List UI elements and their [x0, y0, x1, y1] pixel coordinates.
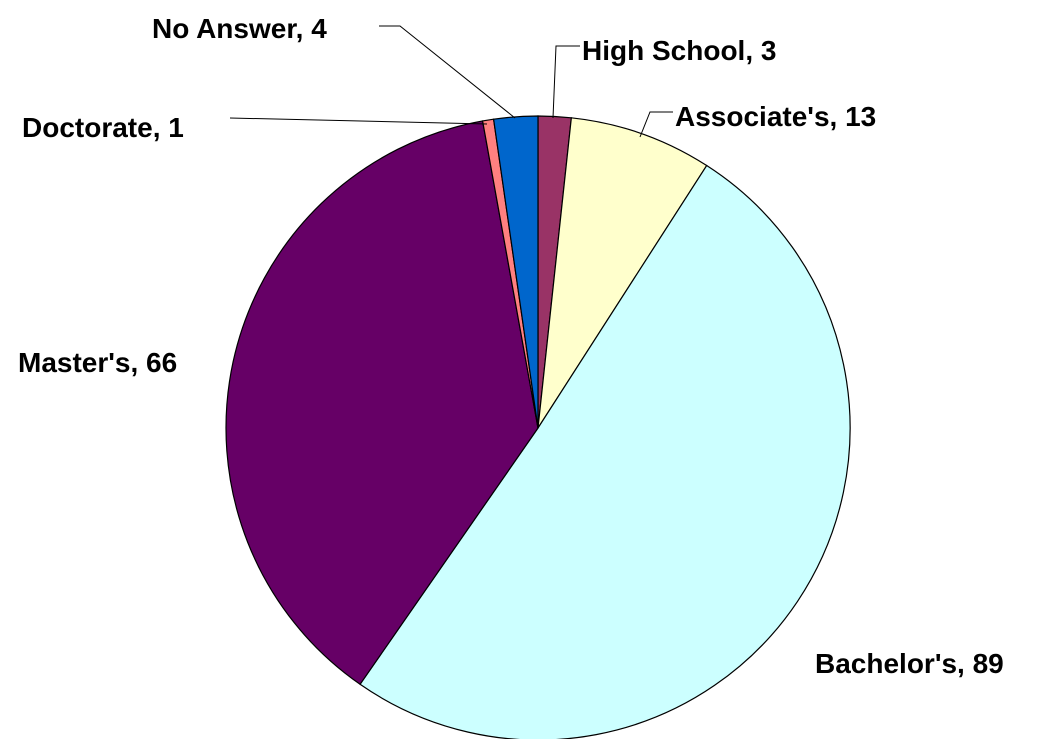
leader-lines: [229, 25, 673, 138]
pie-slice-master-s: [225, 120, 539, 686]
data-label-master-s: Master's, 66: [18, 347, 177, 378]
leader-line-high-school: [552, 45, 580, 119]
data-label-associate-s: Associate's, 13: [675, 101, 876, 132]
data-label-doctorate: Doctorate, 1: [22, 112, 184, 143]
data-label-no-answer: No Answer, 4: [152, 13, 327, 44]
pie-slice-no-answer: [492, 115, 539, 429]
leader-line-doctorate: [229, 117, 488, 125]
data-labels: High School, 3 Associate's, 13 Bachelor's,…: [18, 13, 1004, 679]
pie-slices: [225, 115, 851, 739]
leader-line-no-answer: [379, 25, 516, 119]
pie-slice-bachelor-s: [359, 164, 851, 739]
data-label-high-school: High School, 3: [582, 35, 776, 66]
data-label-bachelor-s: Bachelor's, 89: [815, 648, 1004, 679]
leader-line-associate-s: [639, 111, 673, 138]
